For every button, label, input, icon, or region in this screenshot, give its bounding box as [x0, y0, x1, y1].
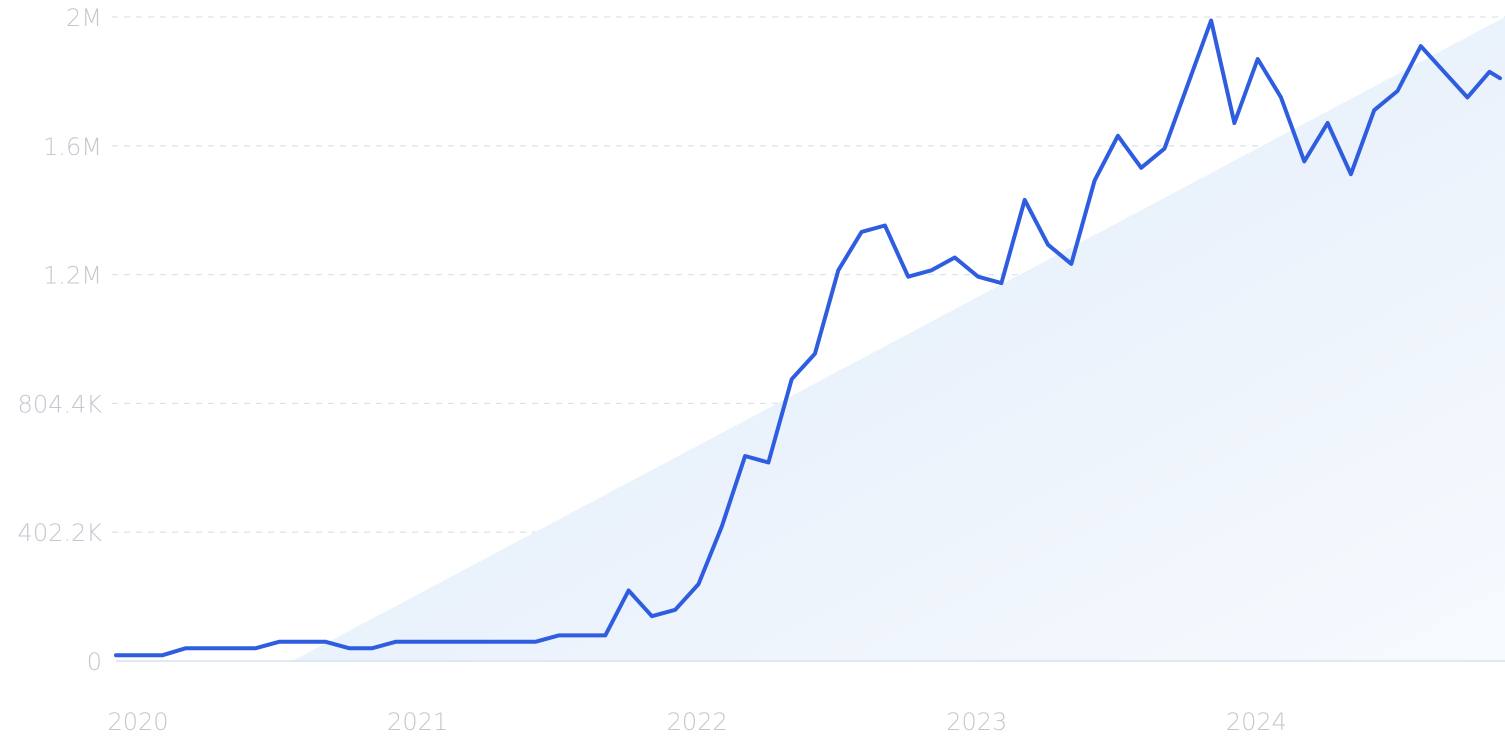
x-tick-label: 2022	[667, 708, 728, 736]
x-tick-label: 2021	[387, 708, 448, 736]
y-axis-ticks: 0 402.2K 804.4K 1.2M 1.6M 2M	[18, 4, 103, 676]
y-tick-label: 1.6M	[43, 133, 102, 161]
y-tick-label: 402.2K	[18, 519, 103, 547]
y-tick-label: 1.2M	[43, 262, 102, 290]
x-tick-label: 2020	[107, 708, 168, 736]
y-tick-label: 2M	[66, 4, 102, 32]
x-tick-label: 2024	[1226, 708, 1287, 736]
trend-area	[292, 17, 1505, 661]
series-line	[114, 18, 1502, 658]
x-tick-label: 2023	[946, 708, 1007, 736]
y-tick-label: 0	[87, 648, 102, 676]
y-tick-label: 804.4K	[18, 390, 103, 418]
x-axis-ticks: 2020 2021 2022 2023 2024	[107, 708, 1286, 736]
